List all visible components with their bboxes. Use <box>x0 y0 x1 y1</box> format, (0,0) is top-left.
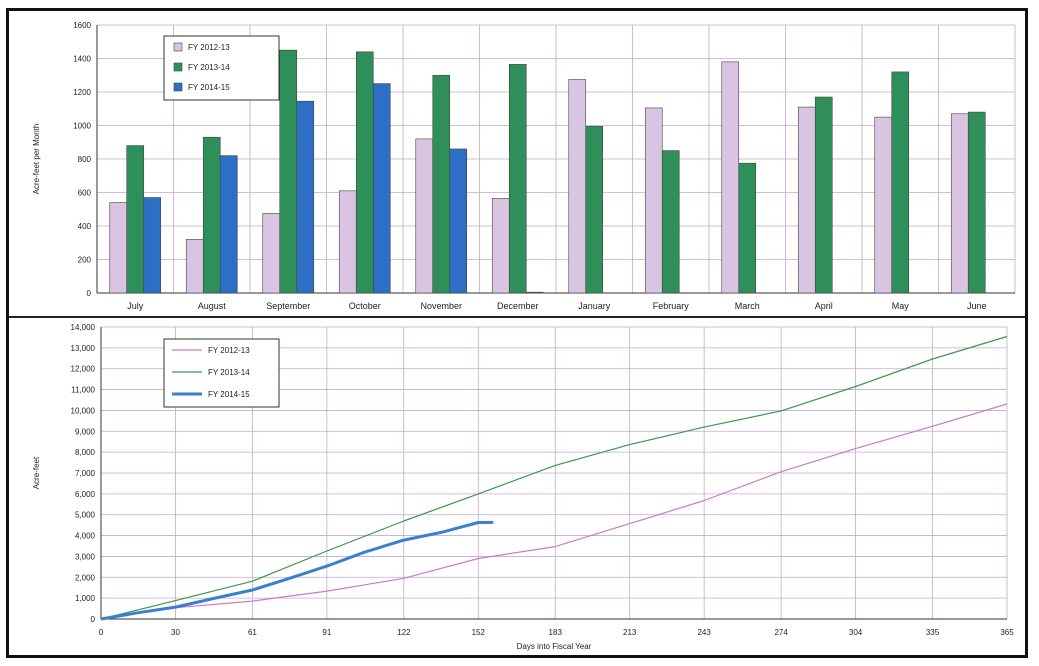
bar <box>219 155 238 294</box>
line-y-tick-label: 1,000 <box>75 594 96 603</box>
bar-y-tick-label: 800 <box>78 155 92 164</box>
line-x-tick-label: 304 <box>849 628 863 637</box>
bar-x-tick-label: May <box>892 301 910 311</box>
line-legend-label: FY 2014-15 <box>208 390 250 399</box>
line-x-tick-label: 30 <box>171 628 180 637</box>
line-x-axis-label: Days into Fiscal Year <box>517 642 592 651</box>
bar-x-tick-label: September <box>266 301 310 311</box>
bar <box>415 138 434 294</box>
bar <box>661 150 680 294</box>
bar-legend-swatch <box>173 82 183 92</box>
series-line <box>100 520 494 621</box>
bar-legend-label: FY 2012-13 <box>188 43 230 52</box>
bar <box>126 145 145 294</box>
line-x-tick-label: 152 <box>472 628 486 637</box>
bar <box>874 116 893 294</box>
bar <box>296 100 315 294</box>
line-x-tick-label: 335 <box>926 628 940 637</box>
line-y-tick-label: 4,000 <box>75 532 96 541</box>
bar-y-tick-label: 1200 <box>73 88 91 97</box>
bar <box>950 113 969 294</box>
bar-x-tick-label: August <box>198 301 227 311</box>
bar-legend-swatch <box>173 62 183 72</box>
line-x-tick-label: 122 <box>397 628 411 637</box>
bar-y-tick-label: 400 <box>78 222 92 231</box>
bar <box>644 107 663 294</box>
bar <box>814 96 833 294</box>
bar-x-tick-label: April <box>815 301 833 311</box>
line-x-tick-label: 274 <box>774 628 788 637</box>
bar <box>967 111 986 294</box>
line-y-tick-label: 2,000 <box>75 573 96 582</box>
bar-legend-label: FY 2013-14 <box>188 63 230 72</box>
bar-y-tick-label: 1400 <box>73 55 91 64</box>
bar-y-tick-label: 0 <box>87 289 92 298</box>
bar-y-tick-label: 1600 <box>73 21 91 30</box>
line-y-tick-label: 9,000 <box>75 427 96 436</box>
line-x-tick-label: 243 <box>697 628 711 637</box>
chart-canvas: 0 200 400 600 800 1000 1200 1400 1600 July August S… <box>9 21 1025 651</box>
bar <box>372 83 391 294</box>
bar <box>355 51 374 294</box>
line-y-tick-label: 6,000 <box>75 490 96 499</box>
bar <box>738 162 757 294</box>
bar-x-tick-label: January <box>578 301 611 311</box>
bar <box>568 79 587 294</box>
bar-legend-swatch <box>173 42 183 52</box>
bar-x-tick-label: July <box>127 301 144 311</box>
line-y-tick-label: 0 <box>91 615 96 624</box>
series-line <box>100 335 1008 620</box>
line-y-tick-label: 8,000 <box>75 448 96 457</box>
line-x-tick-label: 91 <box>322 628 331 637</box>
line-y-tick-label: 14,000 <box>71 323 96 332</box>
bar <box>432 74 451 294</box>
bar <box>508 64 527 294</box>
bar-x-tick-label: March <box>735 301 760 311</box>
bar-y-tick-label: 600 <box>78 189 92 198</box>
bar-x-tick-label: November <box>420 301 462 311</box>
bar-x-tick-label: June <box>967 301 987 311</box>
bar <box>185 239 204 294</box>
line-y-tick-label: 7,000 <box>75 469 96 478</box>
bar-x-tick-label: October <box>349 301 381 311</box>
line-y-tick-label: 5,000 <box>75 511 96 520</box>
line-x-tick-label: 183 <box>549 628 563 637</box>
line-y-tick-label: 13,000 <box>71 344 96 353</box>
line-legend-label: FY 2012-13 <box>208 346 250 355</box>
bar <box>202 136 221 294</box>
bar <box>797 106 816 294</box>
line-y-tick-label: 12,000 <box>71 365 96 374</box>
bar-legend <box>163 35 280 101</box>
bar <box>721 61 740 294</box>
bar-y-tick-label: 1000 <box>73 122 91 131</box>
line-x-tick-label: 0 <box>99 628 104 637</box>
bar-y-tick-label: 200 <box>78 256 92 265</box>
bar-x-tick-label: February <box>653 301 690 311</box>
bar <box>891 71 910 294</box>
series-line <box>100 403 1008 620</box>
line-x-tick-label: 365 <box>1000 628 1014 637</box>
bar <box>491 198 510 294</box>
line-y-tick-label: 3,000 <box>75 552 96 561</box>
line-y-axis-label: Acre-feet <box>32 456 41 489</box>
bar <box>262 213 281 294</box>
line-x-tick-label: 61 <box>248 628 257 637</box>
line-x-tick-label: 213 <box>623 628 637 637</box>
bar <box>143 197 162 294</box>
bar <box>449 148 468 294</box>
bar <box>279 49 298 294</box>
bar-y-axis-label: Acre-feet per Month <box>32 124 41 195</box>
bar <box>109 202 128 294</box>
chart-frame: 0 200 400 600 800 1000 1200 1400 1600 July August S… <box>6 8 1028 658</box>
bar-x-tick-label: December <box>497 301 539 311</box>
bar <box>338 190 357 294</box>
line-legend-label: FY 2013-14 <box>208 368 250 377</box>
line-y-tick-label: 11,000 <box>71 386 95 395</box>
bar-legend-label: FY 2014-15 <box>188 83 230 92</box>
bar <box>585 126 604 294</box>
line-y-tick-label: 10,000 <box>71 406 96 415</box>
bar <box>525 291 544 294</box>
